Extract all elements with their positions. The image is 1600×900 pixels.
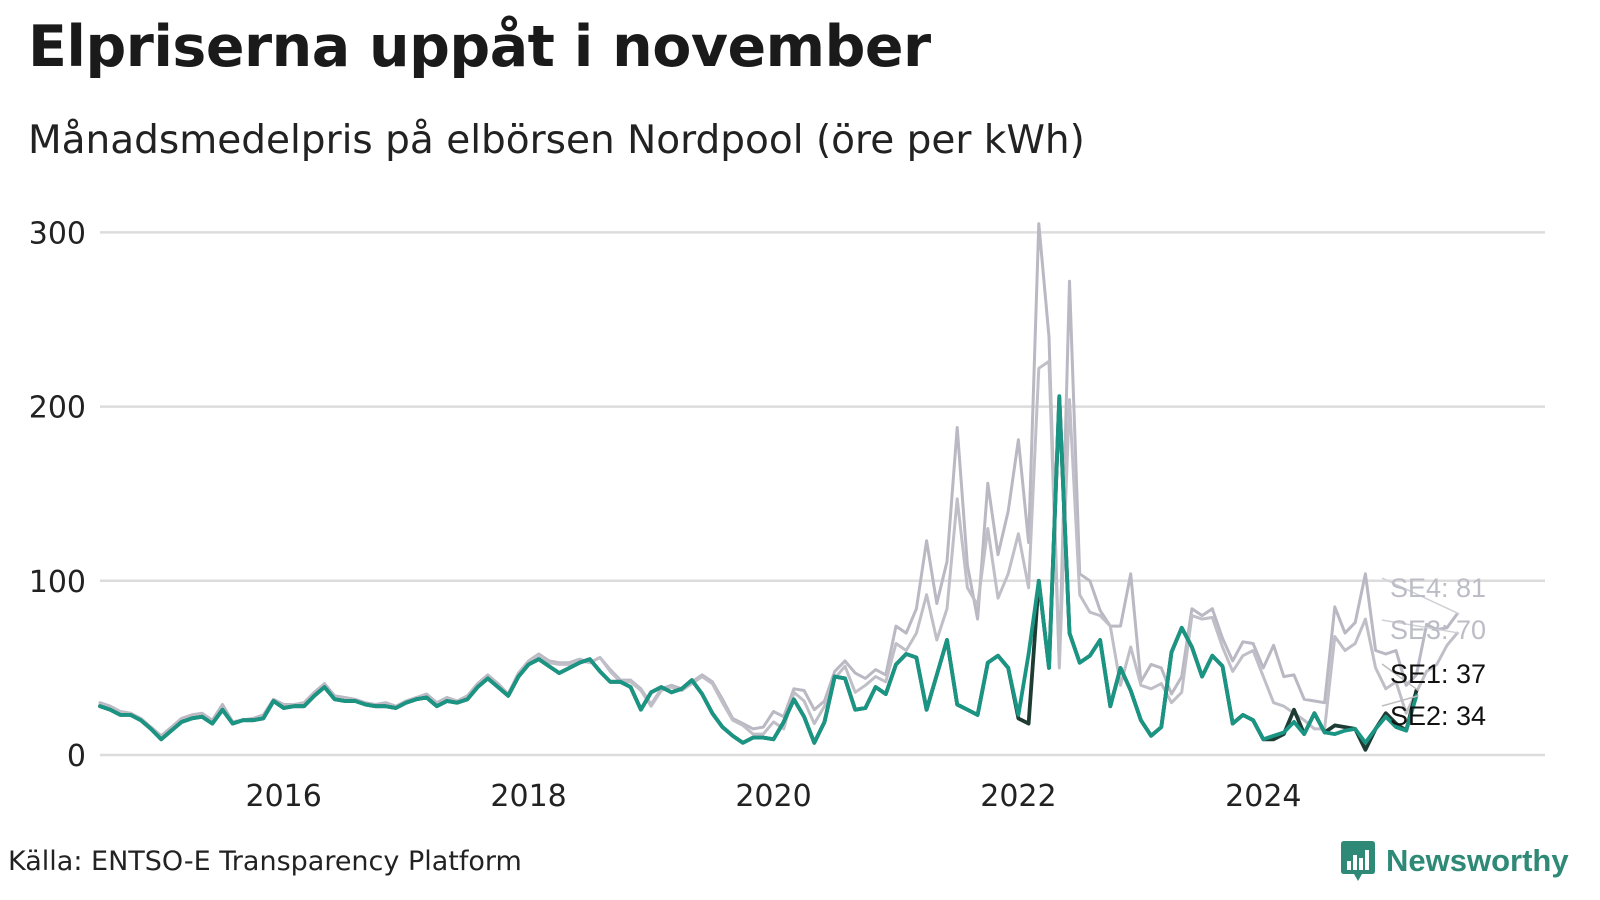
y-tick-label: 300 — [29, 216, 86, 251]
series-label-se1: SE1: 37 — [1390, 659, 1486, 689]
leader-line-se4 — [1381, 577, 1460, 615]
leader-line-se2 — [1381, 695, 1419, 707]
brand-logo: Newsworthy — [1340, 838, 1569, 884]
chart-title: Elpriserna uppåt i november — [28, 14, 931, 80]
series-line-se3 — [98, 359, 1459, 740]
series-label-se4: SE4: 81 — [1390, 573, 1486, 603]
leader-line-se3 — [1381, 619, 1460, 634]
brand-name: Newsworthy — [1386, 843, 1569, 878]
x-tick-label: 2024 — [1225, 779, 1301, 814]
y-tick-label: 100 — [29, 565, 86, 600]
series-label-se3: SE3: 70 — [1390, 615, 1486, 645]
x-tick-label: 2018 — [490, 779, 566, 814]
series-line-se2 — [98, 394, 1419, 745]
leader-line-se1 — [1381, 663, 1419, 692]
series-line-se4 — [98, 222, 1459, 738]
source-note: Källa: ENTSO-E Transparency Platform — [8, 846, 522, 877]
x-tick-label: 2020 — [735, 779, 811, 814]
series-label-se2: SE2: 34 — [1390, 701, 1486, 731]
x-tick-label: 2016 — [246, 779, 322, 814]
y-tick-label: 200 — [29, 391, 86, 426]
y-tick-label: 0 — [67, 739, 86, 774]
chart-subtitle: Månadsmedelpris på elbörsen Nordpool (ör… — [28, 118, 1085, 163]
x-tick-label: 2022 — [980, 779, 1056, 814]
series-line-se1 — [98, 395, 1419, 752]
bar-chart-icon — [1341, 841, 1375, 881]
